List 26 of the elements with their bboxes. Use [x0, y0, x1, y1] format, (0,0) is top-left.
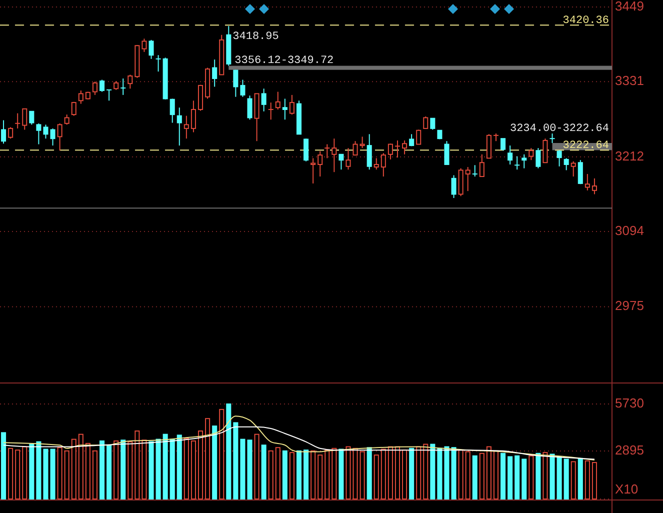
candlestick [318, 150, 323, 178]
y-tick-label: 3449 [615, 0, 644, 14]
candlestick [184, 115, 189, 140]
y-tick-label: 3094 [615, 222, 644, 238]
y-tick-label: 5730 [615, 395, 644, 410]
candlestick [310, 158, 316, 184]
y-tick-label: 2975 [615, 298, 644, 314]
y-tick-label: 3212 [615, 148, 644, 164]
candlestick [451, 174, 456, 199]
y-tick-label: 3331 [615, 73, 644, 88]
annotation: 3418.95 [232, 31, 279, 44]
candlestick [268, 102, 274, 120]
candlestick [156, 54, 161, 72]
candlestick [261, 88, 266, 112]
candlestick [212, 59, 218, 88]
ref-line-label: 3420.36 [562, 15, 609, 28]
y-tick-label: 2895 [615, 442, 644, 458]
candlestick [176, 107, 182, 146]
candlestick [332, 138, 337, 173]
candlestick [282, 98, 288, 120]
band-label: 3234.00-3222.64 [510, 123, 610, 135]
band-label: 3356.12-3349.72 [234, 54, 334, 67]
ref-line-label: 3222.64 [562, 140, 610, 152]
candlestick [120, 78, 126, 96]
candlestick [15, 112, 20, 129]
y-tick-label: X10 [615, 481, 638, 496]
